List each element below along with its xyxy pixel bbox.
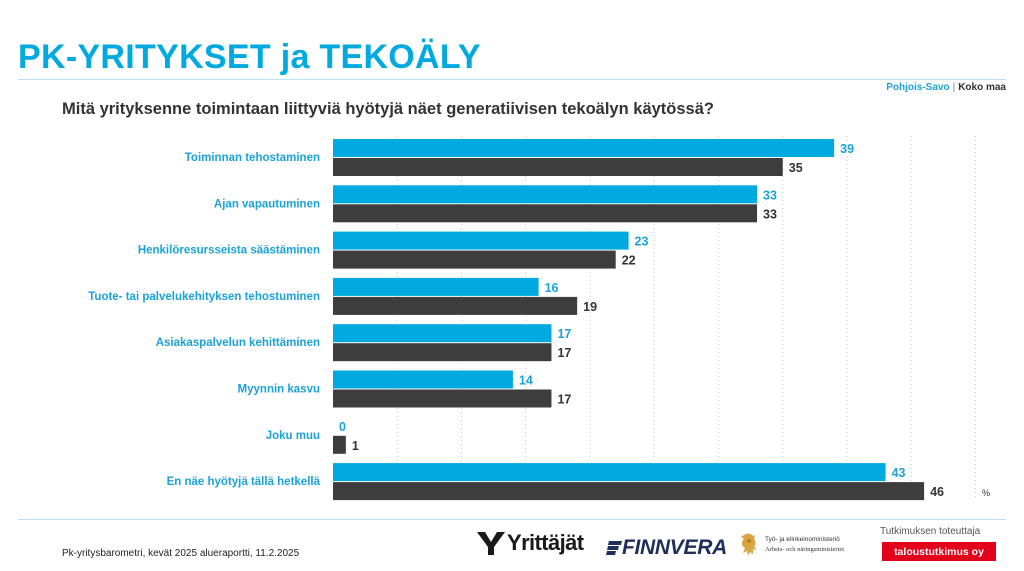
value-label: 16 — [545, 281, 559, 295]
category-label: Toiminnan tehostaminen — [185, 152, 320, 164]
bar-pohjois-savo — [333, 324, 552, 343]
lion-crest-icon — [741, 533, 757, 556]
bar-koko-maa — [333, 389, 552, 408]
page-title: PK-YRITYKSET ja TEKOÄLY — [18, 38, 481, 76]
chart-labels: Toiminnan tehostaminen 39 35 Ajan vapautumi… — [88, 142, 944, 499]
finnvera-mark-icon — [606, 541, 622, 555]
category-label: Henkilöresursseista säästäminen — [138, 245, 320, 257]
finnvera-logo: FINNVERA — [606, 536, 727, 560]
value-label: 23 — [635, 235, 649, 249]
value-label: 43 — [892, 466, 906, 480]
value-label: 33 — [763, 188, 777, 202]
category-label: Joku muu — [266, 430, 320, 442]
legend-separator: | — [952, 82, 956, 93]
value-label: 17 — [557, 346, 571, 360]
bar-pohjois-savo — [333, 463, 886, 482]
title-divider — [18, 79, 1006, 80]
value-label: 1 — [352, 439, 359, 453]
chart-legend: Pohjois-Savo | Koko maa — [886, 82, 1006, 93]
chart-bars — [333, 139, 925, 501]
yrittajat-mark-icon — [477, 532, 505, 555]
value-label: 14 — [519, 374, 533, 388]
ministry-logo: Työ- ja elinkeinoministeriö Arbets- och … — [738, 532, 844, 558]
legend-entry-pohjois-savo: Pohjois-Savo — [886, 82, 950, 93]
unit-label: % — [982, 488, 991, 498]
taloustutkimus-logo: taloustutkimus oy — [882, 542, 996, 561]
bar-koko-maa — [333, 482, 925, 501]
value-label: 19 — [583, 300, 597, 314]
value-label: 33 — [763, 207, 777, 221]
bar-pohjois-savo — [333, 370, 513, 389]
value-label: 35 — [789, 161, 803, 175]
bar-chart: Toiminnan tehostaminen 39 35 Ajan vapautumi… — [88, 136, 976, 501]
bar-koko-maa — [333, 250, 616, 269]
bar-koko-maa — [333, 435, 346, 454]
bar-koko-maa — [333, 204, 758, 223]
bar-koko-maa — [333, 158, 783, 176]
source-note: Pk-yritysbarometri, kevät 2025 aluerapor… — [62, 548, 300, 559]
bar-koko-maa — [333, 296, 578, 315]
yrittajat-wordmark: Yrittäjät — [507, 530, 584, 555]
value-label: 17 — [557, 393, 571, 407]
value-label: 0 — [339, 420, 346, 434]
bar-koko-maa — [333, 343, 552, 362]
footer-divider — [18, 519, 1006, 520]
ministry-name-fi: Työ- ja elinkeinoministeriö — [765, 536, 840, 543]
value-label: 17 — [557, 327, 571, 341]
value-label: 46 — [930, 485, 944, 499]
category-label: Ajan vapautuminen — [214, 198, 320, 210]
bar-pohjois-savo — [333, 231, 629, 250]
category-label: Myynnin kasvu — [238, 384, 320, 396]
legend-entry-koko-maa: Koko maa — [958, 82, 1006, 93]
chart-question: Mitä yrityksenne toimintaan liittyviä hy… — [62, 100, 714, 118]
bar-pohjois-savo — [333, 139, 835, 157]
producer-label: Tutkimuksen toteuttaja — [880, 526, 981, 537]
category-label: Tuote- tai palvelukehityksen tehostumine… — [88, 291, 320, 303]
value-label: 39 — [840, 142, 854, 156]
finnvera-wordmark: FINNVERA — [622, 536, 727, 559]
bar-pohjois-savo — [333, 277, 539, 296]
category-label: Asiakaspalvelun kehittäminen — [156, 337, 320, 349]
bar-pohjois-savo — [333, 185, 758, 204]
value-label: 22 — [622, 254, 636, 268]
ministry-name-sv: Arbets- och näringsministeriet — [765, 546, 845, 553]
category-label: En näe hyötyjä tällä hetkellä — [167, 476, 321, 488]
yrittajat-logo: Yrittäjät — [476, 530, 584, 556]
